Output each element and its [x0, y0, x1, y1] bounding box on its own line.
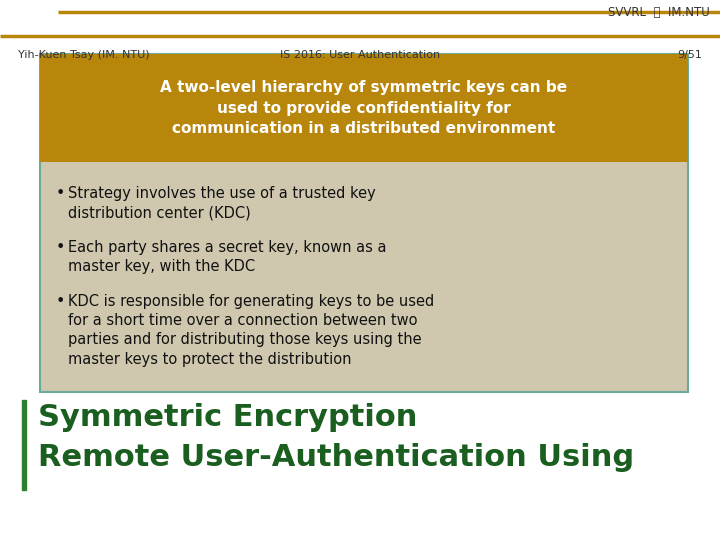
- Text: 9/51: 9/51: [677, 50, 702, 60]
- Text: KDC is responsible for generating keys to be used
for a short time over a connec: KDC is responsible for generating keys t…: [68, 294, 434, 367]
- Text: •: •: [56, 186, 66, 201]
- Text: IS 2016: User Authentication: IS 2016: User Authentication: [280, 50, 440, 60]
- Text: Remote User-Authentication Using: Remote User-Authentication Using: [38, 443, 634, 472]
- Text: Symmetric Encryption: Symmetric Encryption: [38, 403, 418, 432]
- Bar: [40, 54, 688, 162]
- Text: Yih-Kuen Tsay (IM. NTU): Yih-Kuen Tsay (IM. NTU): [18, 50, 150, 60]
- Text: •: •: [56, 294, 66, 309]
- Text: SVVRL  Ⓜ  IM.NTU: SVVRL Ⓜ IM.NTU: [608, 6, 710, 19]
- Text: Each party shares a secret key, known as a
master key, with the KDC: Each party shares a secret key, known as…: [68, 240, 387, 274]
- Bar: [40, 54, 688, 392]
- Bar: [22, 400, 26, 490]
- Text: A two-level hierarchy of symmetric keys can be
used to provide confidentiality f: A two-level hierarchy of symmetric keys …: [161, 80, 567, 136]
- Text: •: •: [56, 240, 66, 255]
- Text: Strategy involves the use of a trusted key
distribution center (KDC): Strategy involves the use of a trusted k…: [68, 186, 376, 220]
